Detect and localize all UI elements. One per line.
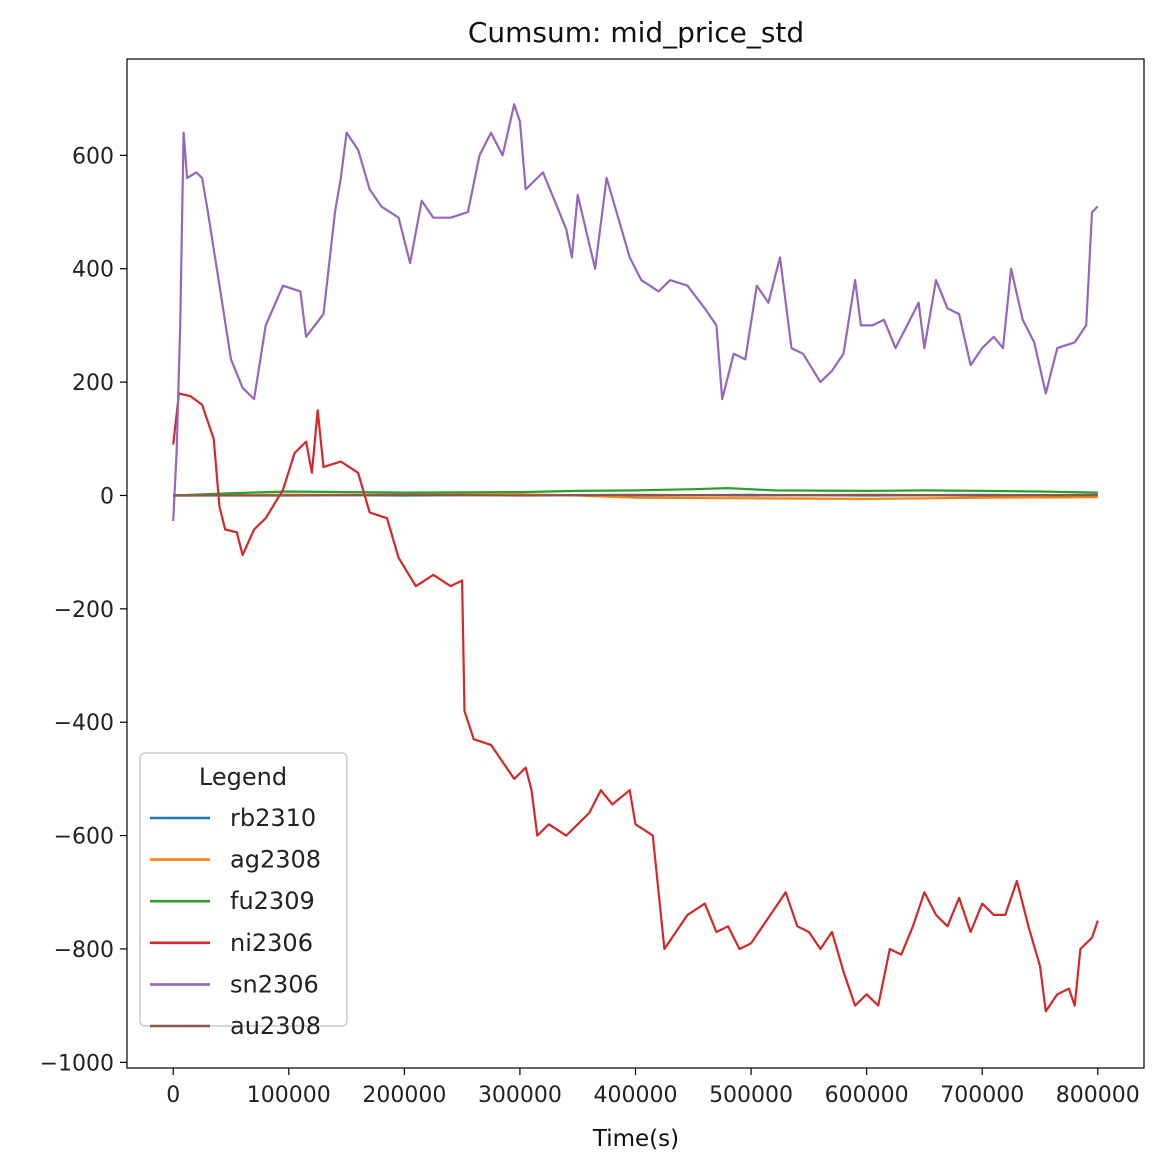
series-layer (172, 103, 1099, 1013)
x-tick-label: 500000 (709, 1083, 793, 1108)
y-tick-label: −200 (54, 598, 114, 623)
y-tick-label: −400 (54, 711, 114, 736)
y-tick-label: 400 (72, 258, 114, 283)
y-tick-label: 0 (100, 484, 114, 509)
x-tick-label: 300000 (478, 1083, 562, 1108)
legend-label-sn2306: sn2306 (230, 970, 319, 998)
y-axis: −1000 −800 −600 −400 −200 0 200 400 600 (40, 144, 127, 1076)
x-tick-label: 400000 (594, 1083, 678, 1108)
y-tick-label: −600 (54, 825, 114, 850)
legend-title: Legend (199, 763, 287, 791)
x-tick-label: 0 (166, 1083, 180, 1108)
y-tick-label: 600 (72, 144, 114, 169)
legend: Legend rb2310 ag2308 fu2309 ni2306 sn2306 au2… (139, 752, 348, 1040)
x-tick-label: 800000 (1056, 1083, 1140, 1108)
x-tick-label: 100000 (247, 1083, 331, 1108)
y-tick-label: −1000 (40, 1051, 114, 1076)
x-tick-label: 600000 (825, 1083, 909, 1108)
x-tick-label: 200000 (362, 1083, 446, 1108)
legend-label-ni2306: ni2306 (230, 929, 313, 957)
x-axis: 0 100000 200000 300000 400000 500000 600000 700… (166, 1068, 1140, 1108)
chart-title: Cumsum: mid_price_std (468, 16, 804, 49)
series-line-fu2309 (173, 487, 1098, 497)
x-tick-label: 700000 (940, 1083, 1024, 1108)
legend-label-ag2308: ag2308 (230, 846, 321, 874)
y-tick-label: −800 (54, 938, 114, 963)
x-axis-label: Time(s) (592, 1126, 679, 1152)
legend-frame (139, 752, 348, 1027)
y-tick-label: 200 (72, 371, 114, 396)
legend-label-au2308: au2308 (230, 1012, 321, 1040)
legend-label-rb2310: rb2310 (230, 804, 316, 832)
legend-label-fu2309: fu2309 (230, 887, 315, 915)
legend-entries: rb2310 ag2308 fu2309 ni2306 sn2306 au2308 (150, 804, 321, 1040)
series-line-sn2306 (172, 103, 1099, 522)
series-line-au2308 (173, 493, 1098, 497)
series-line-ni2306 (172, 392, 1099, 1013)
